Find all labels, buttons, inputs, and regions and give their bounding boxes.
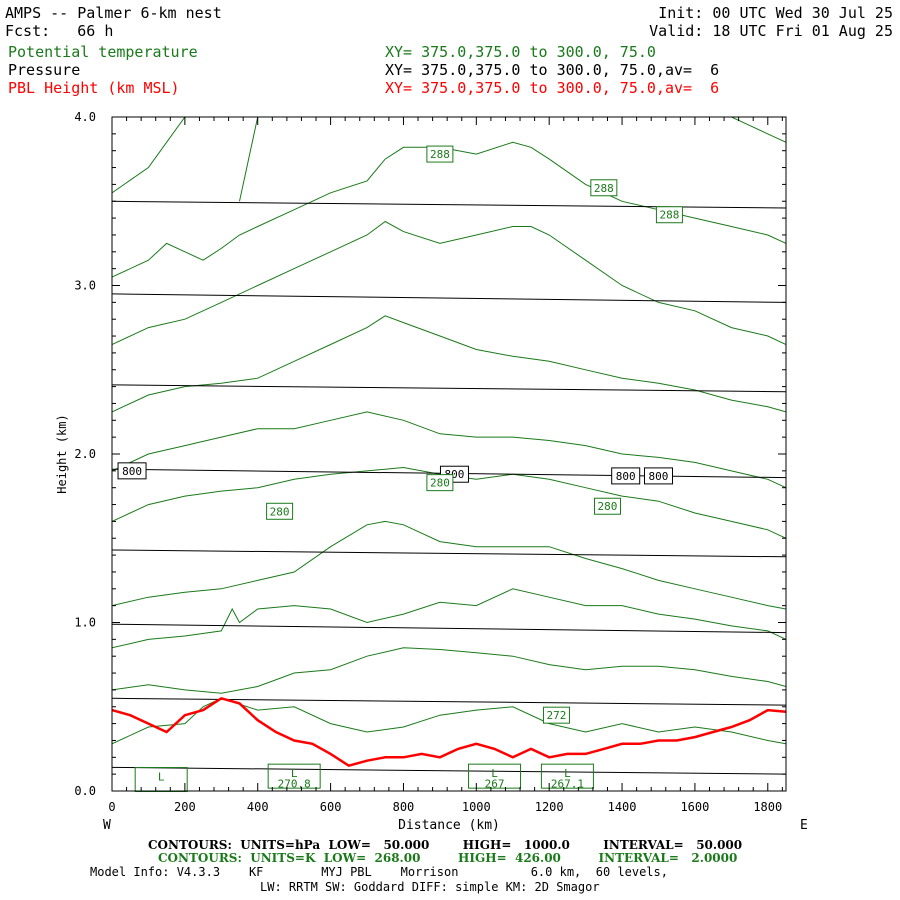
pressure-label-3-box xyxy=(643,467,673,485)
theta-label-1-box xyxy=(590,179,618,197)
theta-label-2-box xyxy=(655,206,683,224)
theta-contour-0 xyxy=(112,697,786,745)
plot-frame xyxy=(111,116,787,792)
low-box-3 xyxy=(540,763,594,789)
y-tick-label: 4.0 xyxy=(74,110,96,124)
theta-contours xyxy=(112,117,786,745)
theta-label-4-text: 280 xyxy=(430,477,450,490)
pressure-label-2: 800 xyxy=(611,467,641,485)
pressure-contour-2 xyxy=(112,384,786,393)
low-label-1: L xyxy=(291,767,298,780)
field2-name: Pressure xyxy=(8,61,81,79)
model-title: AMPS -- Palmer 6-km nest xyxy=(5,4,222,22)
low-box-1 xyxy=(267,763,321,789)
model-info: Model Info: V4.3.3 KF MYJ PBL Morrison 6… xyxy=(90,865,668,879)
y-axis-label: Height (km) xyxy=(55,414,69,493)
forecast-hour: Fcst: 66 h xyxy=(5,22,114,40)
field1-name: Potential temperature xyxy=(8,43,198,61)
theta-label-0: 288 xyxy=(426,145,454,163)
pressure-contour-1 xyxy=(112,293,786,303)
theta-contour-3 xyxy=(112,520,786,610)
theta-contour-7 xyxy=(112,220,786,345)
east-label: E xyxy=(800,818,808,833)
field3-name: PBL Height (km MSL) xyxy=(8,79,180,97)
x-tick-label: 1000 xyxy=(462,800,491,814)
x-tick-label: 1800 xyxy=(753,800,782,814)
theta-contour-2 xyxy=(112,588,786,649)
west-label: W xyxy=(103,818,111,833)
x-tick-label: 200 xyxy=(174,800,196,814)
pressure-contour-7 xyxy=(112,766,786,775)
x-tick-label: 1200 xyxy=(535,800,564,814)
theta-contour-9 xyxy=(112,117,186,194)
x-tick-label: 1600 xyxy=(680,800,709,814)
x-tick-label: 800 xyxy=(393,800,415,814)
theta-label-3: 280 xyxy=(266,502,294,520)
theta-label-0-box xyxy=(426,145,454,163)
pbl-height-series xyxy=(112,696,786,768)
theta-contour-1 xyxy=(112,647,786,694)
pressure-label-0-text: 800 xyxy=(122,465,142,478)
theta-label-3-text: 280 xyxy=(270,505,290,518)
axis-ticks: 0 200 400 600 800 1000 1200 1400 1600 1800 0.0 1.0 2… xyxy=(74,110,786,814)
y-tick-label: 2.0 xyxy=(74,447,96,461)
low-value-1: 267 xyxy=(485,778,505,791)
x-tick-label: 0 xyxy=(108,800,115,814)
low-box-0 xyxy=(134,767,188,793)
pressure-label-0: 800 xyxy=(117,462,147,480)
theta-contour-5 xyxy=(112,411,786,489)
pressure-contour-5 xyxy=(112,623,786,634)
pressure-label-2-text: 800 xyxy=(616,470,636,483)
init-time: Init: 00 UTC Wed 30 Jul 25 xyxy=(658,4,893,22)
y-tick-label: 1.0 xyxy=(74,616,96,630)
pressure-label-2-box xyxy=(611,467,641,485)
theta-label-0-text: 288 xyxy=(430,148,450,161)
x-tick-label: 1400 xyxy=(608,800,637,814)
contours-theta-info: CONTOURS: UNITS=K LOW= 268.00 HIGH= 426.… xyxy=(158,851,738,865)
field3-xy: XY= 375.0,375.0 to 300.0, 75.0,av= 6 xyxy=(385,79,720,97)
theta-label-4: 280 xyxy=(426,474,454,492)
theta-label-1-text: 288 xyxy=(594,182,614,195)
low-value-0: 270.8 xyxy=(278,778,311,791)
theta-contour-6 xyxy=(112,315,786,413)
theta-label-6-box xyxy=(542,706,570,724)
theta-contour-10 xyxy=(239,117,259,202)
x-axis-label: Distance (km) xyxy=(398,818,500,833)
theta-label-6-text: 272 xyxy=(547,709,567,722)
low-label-3: L xyxy=(564,767,571,780)
pressure-contour-0 xyxy=(112,200,786,209)
theta-label-4-box xyxy=(426,474,454,492)
theta-contour-11 xyxy=(731,117,786,143)
low-value-2: 267.1 xyxy=(551,778,584,791)
field1-xy: XY= 375.0,375.0 to 300.0, 75.0 xyxy=(385,43,656,61)
pbl-height-line xyxy=(112,696,786,768)
theta-label-6: 272 xyxy=(542,706,570,724)
physics-info: LW: RRTM SW: Goddard DIFF: simple KM: 2D… xyxy=(260,880,600,894)
theta-label-5-text: 280 xyxy=(598,500,618,513)
x-tick-label: 600 xyxy=(320,800,342,814)
y-tick-label: 3.0 xyxy=(74,279,96,293)
theta-label-3-box xyxy=(266,502,294,520)
theta-label-1: 288 xyxy=(590,179,618,197)
low-label-0: L xyxy=(158,771,165,784)
field2-xy: XY= 375.0,375.0 to 300.0, 75.0,av= 6 xyxy=(385,61,720,79)
low-label-2: L xyxy=(491,767,498,780)
contours-pressure-info: CONTOURS: UNITS=hPa LOW= 50.000 HIGH= 10… xyxy=(148,838,743,852)
low-box-2 xyxy=(468,763,522,789)
theta-label-2: 288 xyxy=(655,206,683,224)
theta-label-5: 280 xyxy=(593,497,621,515)
pressure-label-3: 800 xyxy=(643,467,673,485)
theta-label-5-box xyxy=(593,497,621,515)
pressure-label-0-box xyxy=(117,462,147,480)
pressure-label-3-text: 800 xyxy=(649,470,669,483)
x-tick-label: 400 xyxy=(247,800,269,814)
pressure-contour-4 xyxy=(112,549,786,558)
valid-time: Valid: 18 UTC Fri 01 Aug 25 xyxy=(649,22,893,40)
theta-label-2-text: 288 xyxy=(659,209,679,222)
y-tick-label: 0.0 xyxy=(74,784,96,798)
